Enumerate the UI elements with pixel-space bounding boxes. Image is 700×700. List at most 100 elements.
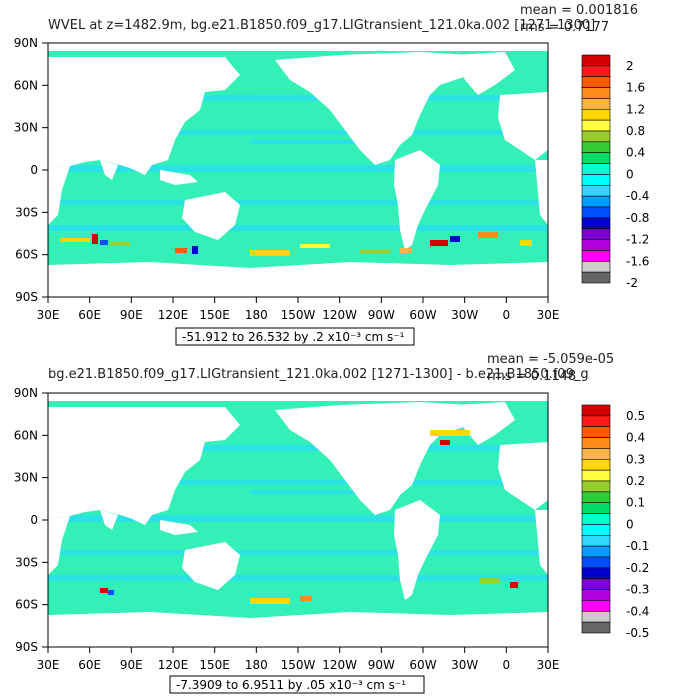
colorbar-swatch <box>581 524 611 536</box>
panel-1-range-text: -51.912 to 26.532 by .2 x10⁻³ cm s⁻¹ <box>182 330 405 344</box>
colorbar-swatch <box>581 404 611 417</box>
colorbar-label: 0.8 <box>626 124 645 138</box>
panel-1-colorbar: 2 1.6 1.2 0.8 0.4 0 -0.4 -0.8 -1.2 -1.6 -2 <box>581 54 649 290</box>
x-tick-label: 30W <box>451 658 478 672</box>
colorbar-swatch <box>581 76 611 88</box>
colorbar-label: 1.6 <box>626 81 645 95</box>
colorbar-swatch <box>581 260 611 273</box>
colorbar-swatch <box>581 578 611 590</box>
colorbar-label: 0.3 <box>626 452 645 466</box>
colorbar-label: -0.5 <box>626 626 649 640</box>
y-tick-label: 0 <box>30 163 38 177</box>
panel-1-range-box: -51.912 to 26.532 by .2 x10⁻³ cm s⁻¹ <box>175 327 415 346</box>
x-tick-label: 0 <box>503 658 511 672</box>
panel-1-map <box>48 43 548 297</box>
x-tick-label: 30W <box>451 308 478 322</box>
y-tick-label: 60S <box>15 598 38 612</box>
colorbar-swatch <box>581 98 611 110</box>
y-tick-label: 30S <box>15 205 38 219</box>
panel-1-y-ticks: 90N 60N 30N 0 30S 60S 90S <box>14 36 48 304</box>
colorbar-swatch <box>581 469 611 482</box>
colorbar-swatch <box>581 87 611 99</box>
colorbar-swatch <box>581 556 611 569</box>
y-tick-label: 30N <box>14 121 38 135</box>
colorbar-swatch <box>581 426 611 438</box>
panel-2-title: bg.e21.B1850.f09_g17.LIGtransient_121.0k… <box>48 367 589 382</box>
x-tick-label: 60E <box>78 658 101 672</box>
colorbar-label: 2 <box>626 59 634 73</box>
colorbar-label: -0.1 <box>626 539 649 553</box>
x-tick-label: 90W <box>368 658 395 672</box>
colorbar-swatch <box>581 206 611 219</box>
colorbar-swatch <box>581 119 611 132</box>
panel-2-colorbar: 0.5 0.4 0.3 0.2 0.1 0 -0.1 -0.2 -0.3 -0.4 -0.5 <box>581 404 649 640</box>
colorbar-label: -0.2 <box>626 561 649 575</box>
colorbar-label: -0.3 <box>626 583 649 597</box>
colorbar-swatch <box>581 217 611 230</box>
y-tick-label: 60N <box>14 428 38 442</box>
x-tick-label: 30E <box>537 658 560 672</box>
y-tick-label: 30N <box>14 471 38 485</box>
colorbar-label: 0.5 <box>626 409 645 423</box>
colorbar-label: 0.4 <box>626 431 645 445</box>
colorbar-label: -1.6 <box>626 254 649 268</box>
colorbar-swatch <box>581 163 611 175</box>
panel-1-mean: mean = 0.001816 <box>520 3 638 18</box>
panel-2-y-ticks: 90N 60N 30N 0 30S 60S 90S <box>14 386 48 654</box>
x-tick-label: 120E <box>158 658 189 672</box>
colorbar-swatch <box>581 54 611 67</box>
colorbar-swatch <box>581 621 611 634</box>
panel-2-range-box: -7.3909 to 6.9511 by .05 x10⁻³ cm s⁻¹ <box>169 675 425 694</box>
y-tick-label: 60N <box>14 78 38 92</box>
colorbar-swatch <box>581 589 611 601</box>
y-tick-label: 90N <box>14 386 38 400</box>
x-tick-label: 120E <box>158 308 189 322</box>
panel-1: WVEL at z=1482.9m, bg.e21.B1850.f09_g17.… <box>14 3 649 346</box>
panel-2: bg.e21.B1850.f09_g17.LIGtransient_121.0k… <box>14 352 649 694</box>
colorbar-swatch <box>581 250 611 262</box>
x-tick-label: 0 <box>503 308 511 322</box>
colorbar-swatch <box>581 184 611 197</box>
x-tick-label: 180 <box>245 308 268 322</box>
colorbar-swatch <box>581 534 611 547</box>
colorbar-swatch <box>581 141 611 154</box>
x-tick-label: 30E <box>537 308 560 322</box>
x-tick-label: 60W <box>409 658 436 672</box>
colorbar-swatch <box>581 228 611 240</box>
colorbar-swatch <box>581 610 611 623</box>
panel-1-rms: rms = 0.7177 <box>520 20 609 35</box>
colorbar-swatch <box>581 513 611 525</box>
colorbar-label: -0.4 <box>626 189 649 203</box>
y-tick-label: 90S <box>15 290 38 304</box>
land-masses <box>48 43 548 297</box>
x-tick-label: 90W <box>368 308 395 322</box>
x-tick-label: 30E <box>37 308 60 322</box>
colorbar-label: 0 <box>626 517 634 531</box>
panel-2-mean: mean = -5.059e-05 <box>487 352 614 367</box>
x-tick-label: 180 <box>245 658 268 672</box>
colorbar-swatch <box>581 600 611 612</box>
x-tick-label: 150W <box>281 658 316 672</box>
colorbar-swatch <box>581 458 611 471</box>
colorbar-label: -0.8 <box>626 211 649 225</box>
colorbar-swatch <box>581 480 611 493</box>
colorbar-swatch <box>581 567 611 580</box>
colorbar-label: -0.4 <box>626 604 649 618</box>
colorbar-swatch <box>581 491 611 504</box>
x-tick-label: 60W <box>409 308 436 322</box>
x-tick-label: 60E <box>78 308 101 322</box>
colorbar-label: 1.2 <box>626 102 645 116</box>
colorbar-label: -2 <box>626 276 638 290</box>
colorbar-swatch <box>581 239 611 251</box>
colorbar-swatch <box>581 545 611 558</box>
southern-ocean-noise <box>60 232 532 256</box>
colorbar-swatch <box>581 415 611 428</box>
colorbar-label: 0.4 <box>626 146 645 160</box>
colorbar-swatch <box>581 195 611 208</box>
colorbar-label: -1.2 <box>626 233 649 247</box>
colorbar-swatch <box>581 437 611 449</box>
x-tick-label: 150E <box>199 658 230 672</box>
panel-2-x-ticks: 30E 60E 90E 120E 150E 180 150W 120W 90W 60W 30W 0 30… <box>37 647 560 672</box>
x-tick-label: 90E <box>120 658 143 672</box>
